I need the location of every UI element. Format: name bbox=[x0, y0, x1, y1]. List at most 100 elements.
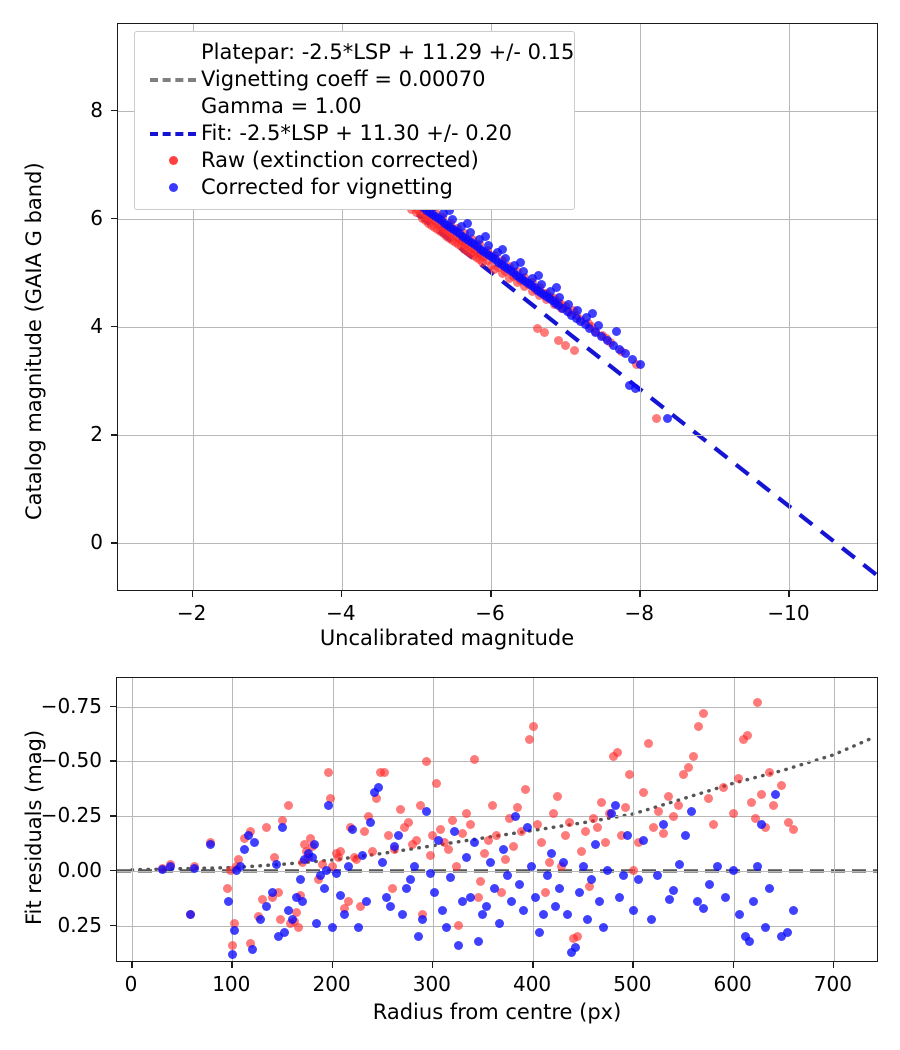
data-point bbox=[297, 897, 307, 907]
data-point bbox=[243, 831, 253, 841]
data-point bbox=[663, 791, 673, 801]
data-point bbox=[482, 901, 492, 911]
data-point bbox=[562, 910, 572, 920]
data-point bbox=[524, 734, 534, 744]
data-point bbox=[275, 914, 285, 924]
data-point bbox=[608, 752, 618, 762]
data-point bbox=[231, 866, 241, 876]
data-point bbox=[328, 923, 338, 933]
data-point bbox=[749, 897, 759, 907]
data-point bbox=[440, 837, 450, 847]
data-point bbox=[693, 897, 703, 907]
data-point bbox=[596, 332, 606, 342]
data-point bbox=[705, 879, 715, 889]
data-point bbox=[283, 800, 293, 810]
gridline-vertical bbox=[789, 24, 791, 590]
y-axis-label-calibration: Catalog magnitude (GAIA G band) bbox=[22, 162, 46, 520]
data-point bbox=[273, 932, 283, 942]
data-point bbox=[534, 270, 544, 280]
data-point bbox=[398, 910, 408, 920]
data-point bbox=[501, 254, 511, 264]
data-point bbox=[528, 721, 538, 731]
data-point bbox=[498, 244, 508, 254]
data-point bbox=[709, 820, 719, 830]
data-point bbox=[384, 831, 394, 841]
data-point bbox=[157, 865, 167, 875]
data-point bbox=[312, 919, 322, 929]
data-point bbox=[438, 208, 448, 218]
data-point bbox=[616, 831, 626, 841]
data-point bbox=[546, 286, 556, 296]
x-tick bbox=[331, 962, 334, 968]
data-point bbox=[352, 855, 362, 865]
data-point bbox=[348, 824, 358, 834]
data-point bbox=[620, 349, 630, 359]
data-point bbox=[239, 844, 249, 854]
data-point bbox=[643, 739, 653, 749]
legend-item-vignetting-coeff: Vignetting coeff = 0.00070 bbox=[145, 66, 564, 93]
gridline-vertical bbox=[232, 678, 234, 961]
data-point bbox=[635, 360, 645, 370]
data-point bbox=[390, 842, 400, 852]
data-point bbox=[573, 306, 583, 316]
y-tick-label: 0 bbox=[90, 530, 103, 555]
legend-label-gamma: Gamma = 1.00 bbox=[201, 94, 362, 118]
x-tick bbox=[490, 591, 492, 597]
data-point bbox=[293, 923, 303, 933]
data-point bbox=[430, 888, 440, 898]
x-tick bbox=[788, 591, 790, 597]
data-point bbox=[422, 807, 432, 817]
data-point bbox=[646, 914, 656, 924]
legend-item-platepar: Platepar: -2.5*LSP + 11.29 +/- 0.15 bbox=[145, 39, 574, 66]
data-point bbox=[269, 853, 279, 863]
data-point bbox=[446, 873, 456, 882]
data-point bbox=[777, 932, 787, 942]
data-point bbox=[537, 280, 547, 290]
data-point bbox=[500, 855, 510, 865]
data-point bbox=[483, 241, 493, 251]
gridline-vertical bbox=[192, 24, 194, 590]
data-point bbox=[354, 923, 364, 933]
plot-area-residuals[interactable] bbox=[116, 677, 878, 962]
data-point bbox=[185, 910, 195, 920]
y-tick-label: 4 bbox=[90, 313, 103, 338]
data-point bbox=[388, 883, 398, 893]
data-point bbox=[771, 789, 781, 799]
data-point bbox=[374, 783, 384, 793]
data-point bbox=[743, 730, 753, 740]
data-point bbox=[452, 862, 462, 872]
gridline-vertical bbox=[633, 678, 635, 961]
x-tick-label: 700 bbox=[813, 972, 852, 996]
x-tick-label: 300 bbox=[412, 972, 451, 996]
data-point bbox=[249, 837, 259, 847]
data-point bbox=[614, 892, 624, 902]
data-point bbox=[324, 767, 334, 777]
data-point bbox=[334, 853, 344, 863]
data-point bbox=[336, 890, 346, 900]
data-point bbox=[295, 875, 305, 885]
data-point bbox=[273, 888, 283, 898]
data-point bbox=[753, 697, 763, 707]
data-point bbox=[432, 778, 442, 788]
x-tick-label: 200 bbox=[312, 972, 351, 996]
x-tick-label: 400 bbox=[512, 972, 552, 996]
data-point bbox=[165, 862, 175, 872]
data-point bbox=[576, 846, 586, 856]
data-point bbox=[618, 870, 628, 880]
data-point bbox=[558, 857, 568, 867]
data-point bbox=[340, 903, 350, 913]
data-point bbox=[326, 794, 336, 804]
data-point bbox=[638, 787, 648, 797]
data-point bbox=[310, 840, 320, 850]
data-point bbox=[380, 767, 390, 777]
data-point bbox=[344, 862, 354, 872]
data-point bbox=[474, 234, 484, 244]
legend-item-corrected: Corrected for vignetting bbox=[145, 174, 564, 201]
data-point bbox=[322, 866, 332, 876]
data-point bbox=[631, 384, 641, 394]
data-point bbox=[594, 897, 604, 907]
data-point bbox=[516, 257, 526, 267]
data-point bbox=[518, 905, 528, 915]
data-point bbox=[592, 822, 602, 832]
